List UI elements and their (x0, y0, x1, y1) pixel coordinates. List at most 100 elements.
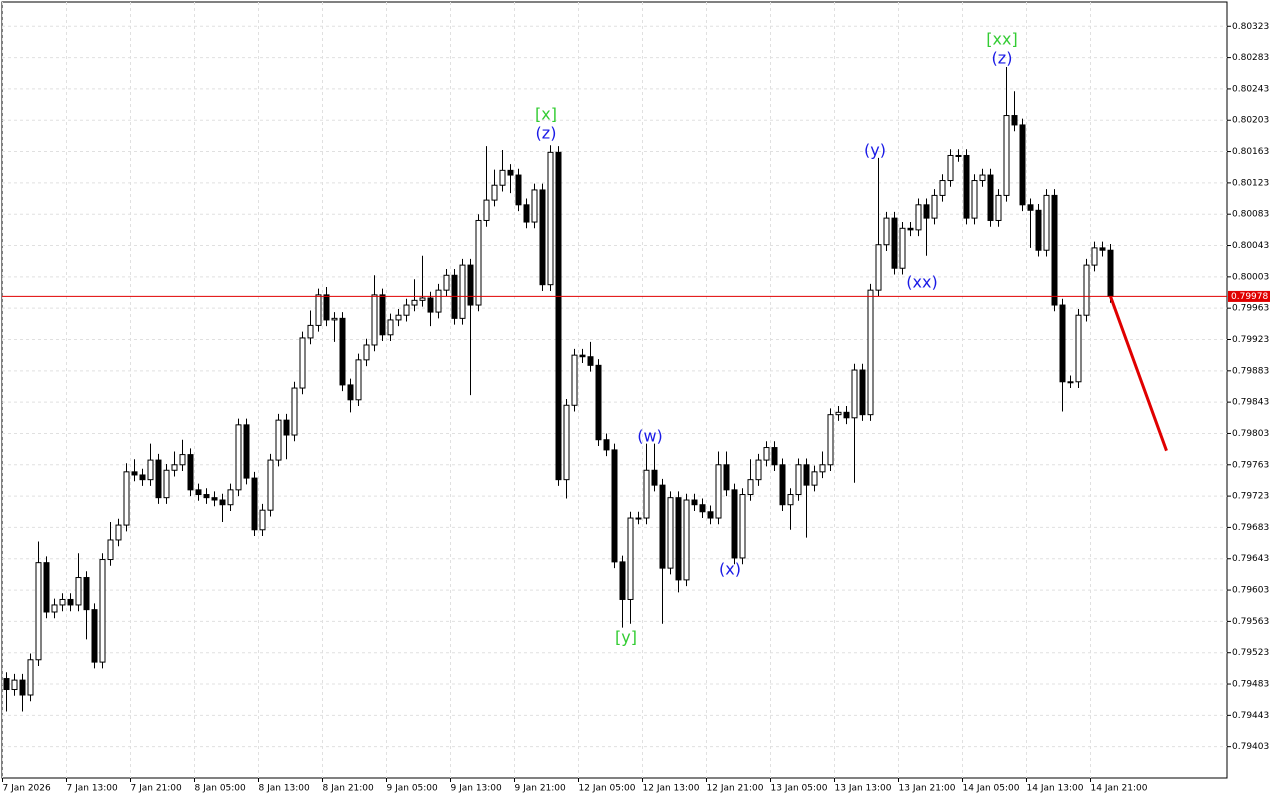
candle-body (459, 264, 466, 319)
candle-body (947, 154, 954, 182)
candle-body (867, 289, 874, 416)
candle-body (747, 479, 754, 496)
candle-body (523, 204, 530, 223)
candle-body (331, 317, 338, 321)
x-tick-label: 7 Jan 2026 (3, 784, 51, 794)
x-tick-label: 14 Jan 05:00 (963, 784, 1020, 794)
wave-label: [y] (615, 628, 637, 647)
candle-body (99, 559, 106, 663)
candle-body (891, 217, 898, 269)
candle-body (923, 204, 930, 219)
candle-body (403, 304, 410, 316)
candle-body (187, 454, 194, 491)
y-tick-label: 0.80043 (1232, 241, 1269, 251)
candle-body (627, 517, 634, 600)
candle-body (955, 154, 962, 157)
y-tick-label: 0.79563 (1232, 617, 1269, 627)
candle-body (43, 562, 50, 613)
candle-body (195, 489, 202, 496)
candle-body (771, 447, 778, 466)
x-tick-label: 8 Jan 13:00 (259, 784, 311, 794)
x-tick-label: 8 Jan 05:00 (195, 784, 247, 794)
candle-body (291, 387, 298, 436)
x-tick-label: 14 Jan 13:00 (1027, 784, 1084, 794)
candle-body (235, 424, 242, 491)
y-tick-label: 0.79923 (1232, 335, 1269, 345)
y-tick-label: 0.80083 (1232, 210, 1269, 220)
candle-body (283, 419, 290, 436)
candle-body (443, 274, 450, 291)
x-tick-label: 9 Jan 05:00 (387, 784, 439, 794)
candle-body (707, 511, 714, 519)
plot-frame (1, 1, 1228, 779)
y-tick-label: 0.80123 (1232, 178, 1269, 188)
y-tick-label: 0.79643 (1232, 554, 1269, 564)
wave-label: (y) (864, 141, 886, 160)
candle-body (419, 297, 426, 301)
candle-body (667, 497, 674, 569)
candle-body (723, 464, 730, 491)
candle-body (595, 364, 602, 441)
x-tick-label: 12 Jan 05:00 (579, 784, 636, 794)
y-tick-label: 0.80283 (1232, 53, 1269, 63)
candle-body (427, 297, 434, 313)
y-tick-label: 0.79403 (1232, 742, 1269, 752)
candle-body (347, 384, 354, 401)
candle-body (275, 419, 282, 461)
current-price-box (1228, 290, 1270, 302)
candle-body (1083, 264, 1090, 316)
y-tick-label: 0.79523 (1232, 648, 1269, 658)
candle-body (315, 294, 322, 326)
y-tick-label: 0.80163 (1232, 147, 1269, 157)
x-tick-label: 12 Jan 13:00 (643, 784, 700, 794)
x-tick-label: 7 Jan 13:00 (67, 784, 119, 794)
candle-body (51, 604, 58, 613)
candle-body (1075, 314, 1082, 383)
candle-body (115, 524, 122, 541)
candle-body (963, 154, 970, 219)
candle-body (483, 199, 490, 221)
candle-body (571, 354, 578, 406)
candle-body (507, 169, 514, 176)
candle-body (907, 227, 914, 231)
candle-body (1099, 247, 1106, 251)
candle-body (435, 289, 442, 313)
candle-body (371, 294, 378, 346)
candle-body (19, 679, 26, 696)
x-tick-label: 13 Jan 05:00 (771, 784, 828, 794)
candle-body (939, 180, 946, 196)
wave-label: (w) (637, 427, 663, 446)
candle-body (491, 184, 498, 201)
candle-body (307, 324, 314, 339)
candle-body (355, 359, 362, 401)
candle-body (1067, 381, 1074, 384)
x-tick-label: 12 Jan 21:00 (707, 784, 764, 794)
candle-body (779, 464, 786, 506)
x-tick-label: 9 Jan 13:00 (451, 784, 503, 794)
candle-body (803, 464, 810, 486)
y-tick-label: 0.80323 (1232, 22, 1269, 32)
candle-body (715, 464, 722, 519)
x-tick-label: 14 Jan 21:00 (1091, 784, 1148, 794)
candle-body (699, 504, 706, 513)
candle-body (323, 294, 330, 321)
candle-body (395, 314, 402, 321)
y-tick-label: 0.79963 (1232, 304, 1269, 314)
candle-body (1107, 249, 1114, 297)
candle-body (219, 499, 226, 506)
wave-label: (xx) (906, 273, 937, 292)
candle-body (339, 317, 346, 386)
y-tick-label: 0.80243 (1232, 84, 1269, 94)
candle-body (1051, 194, 1058, 306)
candle-body (59, 598, 66, 606)
candle-body (683, 499, 690, 581)
current-price-label: 0.79978 (1231, 292, 1268, 302)
candle-body (411, 299, 418, 306)
x-tick-label: 13 Jan 21:00 (899, 784, 956, 794)
candle-body (211, 497, 218, 501)
candle-body (243, 424, 250, 479)
candle-body (163, 469, 170, 499)
candle-body (1059, 304, 1066, 383)
candle-body (843, 411, 850, 419)
